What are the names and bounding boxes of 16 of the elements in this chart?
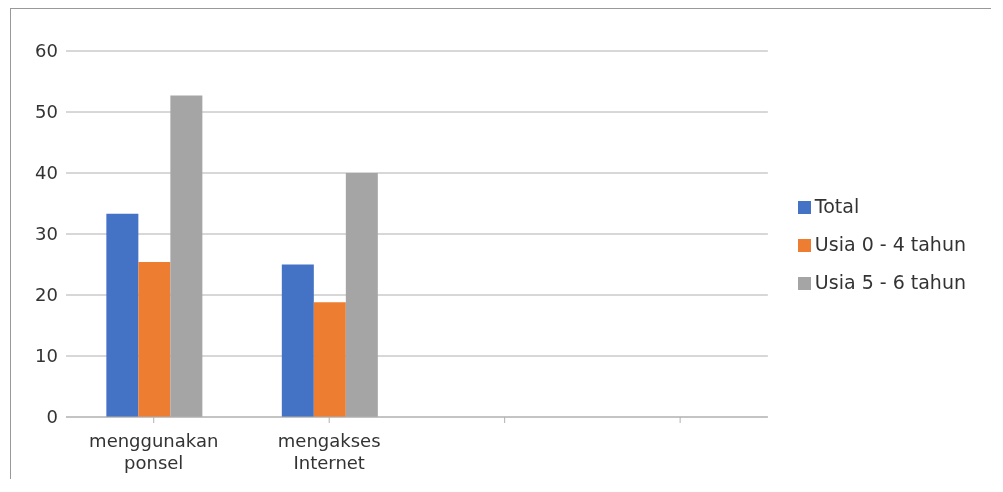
- legend-label: Usia 5 - 6 tahun: [814, 271, 966, 293]
- y-tick-label: 0: [46, 406, 58, 428]
- x-tick-label: menggunakan ponsel: [89, 430, 219, 473]
- bar: [138, 262, 171, 417]
- y-tick-label: 50: [35, 101, 58, 123]
- y-tick-label: 20: [35, 284, 58, 306]
- x-tick-label: mengakses Internet: [277, 430, 381, 473]
- bar: [106, 213, 139, 417]
- bar: [281, 264, 314, 417]
- bar: [313, 302, 346, 417]
- y-tick-label: 30: [35, 223, 58, 245]
- legend-label: Usia 0 - 4 tahun: [814, 233, 966, 255]
- y-tick-label: 40: [35, 162, 58, 184]
- y-tick-label: 10: [35, 345, 58, 367]
- y-tick-label: 60: [35, 40, 58, 62]
- legend-label: Total: [814, 195, 860, 217]
